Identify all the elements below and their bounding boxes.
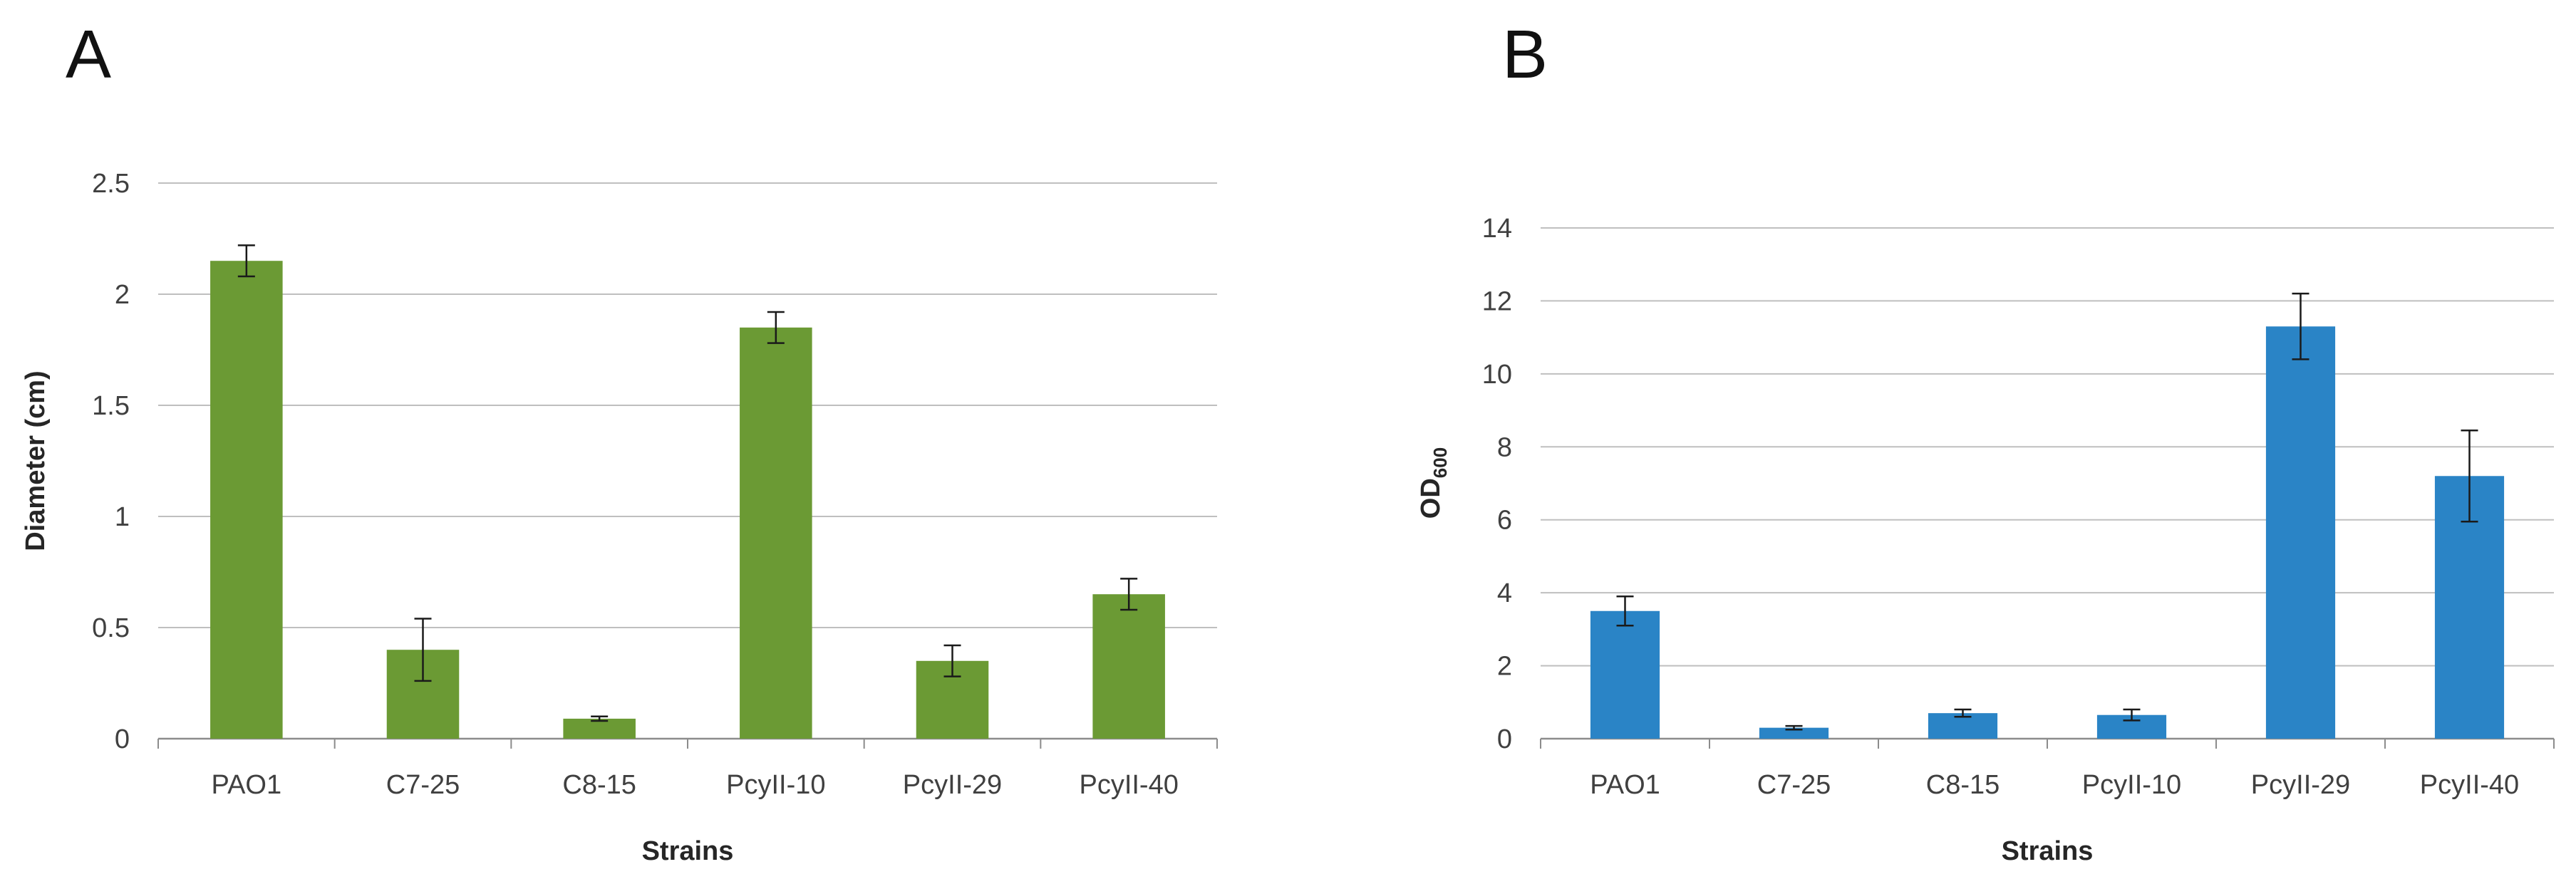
x-tick-label: PcyII-40 (1079, 770, 1178, 800)
error-bar-pao1 (1616, 596, 1634, 627)
y-tick-label: 0 (1497, 724, 1512, 754)
chart-b: 0 2 4 6 8 10 12 14 PAO1 C7-25 C8-15 PcyII-10 PcyII-2… (1416, 214, 2555, 866)
y-tick-label: 8 (1497, 432, 1512, 462)
x-tick-label: C7-25 (386, 770, 460, 800)
x-axis-label: Strains (642, 836, 734, 866)
error-bar-pcyii-29 (943, 644, 961, 677)
error-bar-pcyii-40 (1120, 578, 1138, 611)
x-tick-label: C8-15 (1926, 770, 2000, 800)
y-axis-label: Diameter (cm) (21, 370, 51, 551)
error-bar-c8-15 (591, 715, 609, 722)
y-tick-label: 0 (115, 724, 130, 754)
error-bar-c8-15 (1954, 708, 1972, 718)
y-tick-label: 1.5 (92, 391, 130, 421)
error-bar-c7-25 (414, 618, 432, 682)
y-axis-label-subscript: 600 (1429, 447, 1451, 478)
y-tick-label: 0.5 (92, 613, 130, 643)
y-axis-label-text: OD (1416, 478, 1446, 519)
y-tick-label: 14 (1482, 214, 1512, 244)
x-tick-label: C7-25 (1757, 770, 1831, 800)
x-tick-label: PcyII-10 (2082, 770, 2181, 800)
x-axis-label: Strains (2002, 836, 2094, 866)
x-tick-label: C8-15 (562, 770, 636, 800)
bar-c8-15 (563, 718, 636, 739)
y-axis-label-text: Diameter (cm) (21, 370, 51, 551)
x-tick-label: PAO1 (1590, 770, 1660, 800)
bar-pao1 (210, 261, 283, 739)
y-axis-label: OD600 (1416, 447, 1451, 519)
error-bar-pcyii-10 (2123, 708, 2141, 722)
x-tick-label: PcyII-29 (2251, 770, 2350, 800)
x-tick-label: PcyII-10 (726, 770, 825, 800)
y-tick-label: 2.5 (92, 169, 130, 199)
bar-pcyii-40 (1092, 594, 1165, 739)
bar-pcyii-10 (740, 327, 812, 739)
error-bar-c7-25 (1785, 724, 1803, 731)
y-tick-label: 2 (1497, 652, 1512, 682)
x-tick-label: PAO1 (212, 770, 282, 800)
bar-pcyii-29 (2265, 326, 2336, 739)
error-bar-pcyii-40 (2461, 429, 2478, 523)
y-tick-label: 10 (1482, 360, 1512, 390)
x-tick-label: PcyII-40 (2420, 770, 2519, 800)
y-tick-label: 1 (115, 502, 130, 532)
y-tick-label: 2 (115, 280, 130, 310)
error-bar-pao1 (237, 244, 255, 278)
x-tick-label: PcyII-29 (903, 770, 1002, 800)
error-bar-pcyii-10 (767, 311, 785, 344)
panel-a-label: A (66, 16, 112, 93)
bar-pao1 (1590, 610, 1660, 739)
y-tick-label: 12 (1482, 286, 1512, 316)
y-tick-label: 6 (1497, 506, 1512, 536)
chart-a: 0 0.5 1 1.5 2 2.5 PAO1 C7-25 C8-15 PcyII-10 PcyII-… (21, 169, 1218, 866)
y-tick-label: 4 (1497, 578, 1512, 608)
panel-b-label: B (1502, 16, 1548, 93)
bar-c7-25 (1759, 727, 1829, 739)
error-bar-pcyii-29 (2292, 292, 2309, 360)
